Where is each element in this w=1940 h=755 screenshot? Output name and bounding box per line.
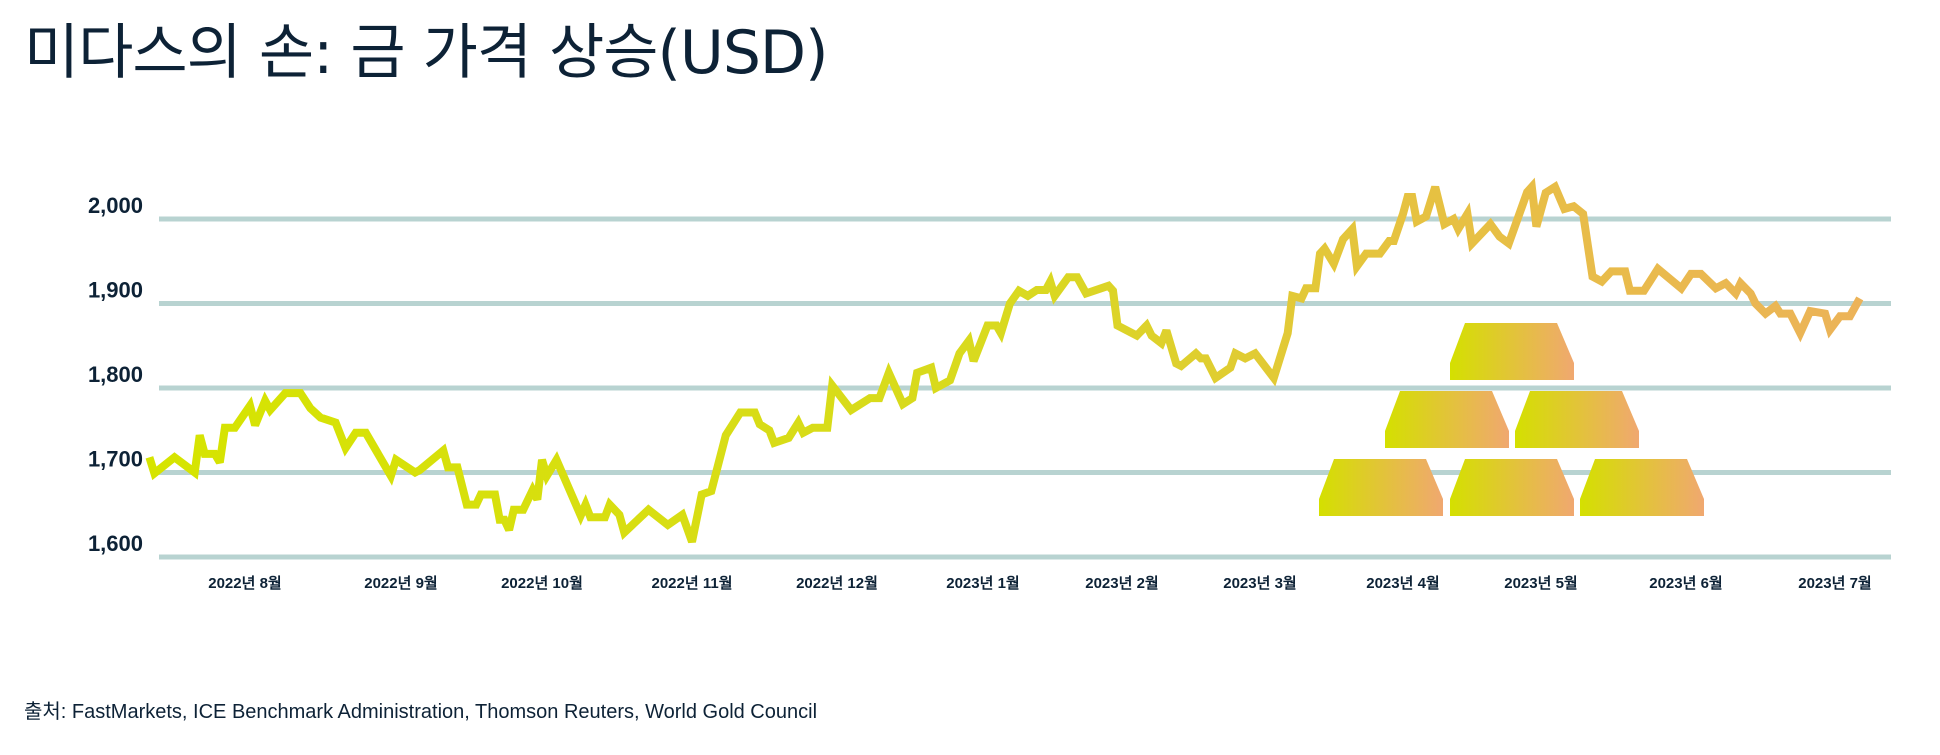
- x-tick-label: 2022년 8월: [208, 575, 281, 592]
- x-tick-label: 2023년 4월: [1366, 575, 1439, 592]
- x-tick-label: 2022년 12월: [796, 575, 878, 592]
- x-tick-label: 2023년 5월: [1504, 575, 1577, 592]
- x-tick-label: 2023년 2월: [1085, 575, 1158, 592]
- y-tick-label: 1,600: [88, 531, 143, 556]
- gold-bar: [1319, 459, 1443, 516]
- x-tick-label: 2023년 7월: [1798, 575, 1871, 592]
- gridlines: [159, 216, 1891, 560]
- x-axis-labels: 2022년 8월 2022년 9월 2022년 10월 2022년 11월 2022년 …: [208, 575, 1871, 592]
- source-note: 출처: FastMarkets, ICE Benchmark Administr…: [24, 701, 818, 723]
- gold-bar: [1515, 391, 1639, 448]
- x-tick-label: 2023년 6월: [1649, 575, 1722, 592]
- x-tick-label: 2022년 11월: [652, 575, 733, 592]
- x-tick-label: 2023년 3월: [1223, 575, 1296, 592]
- gold-bars-icon: [1319, 323, 1704, 516]
- gold-bar: [1450, 323, 1574, 380]
- chart-title: 미다스의 손: 금 가격 상승(USD): [24, 18, 829, 88]
- gold-bar: [1385, 391, 1509, 448]
- y-tick-label: 1,800: [88, 362, 143, 387]
- y-tick-label: 2,000: [88, 193, 143, 218]
- y-tick-label: 1,900: [88, 278, 143, 303]
- y-axis-labels: 1,600 1,700 1,800 1,900 2,000: [88, 193, 143, 556]
- price-line: [145, 177, 1864, 544]
- gold-bar: [1580, 459, 1704, 516]
- x-tick-label: 2022년 9월: [364, 575, 437, 592]
- gold-bar: [1450, 459, 1574, 516]
- x-tick-label: 2022년 10월: [501, 575, 583, 592]
- x-tick-label: 2023년 1월: [946, 575, 1019, 592]
- y-tick-label: 1,700: [88, 447, 143, 472]
- series-gold-price: [145, 177, 1864, 544]
